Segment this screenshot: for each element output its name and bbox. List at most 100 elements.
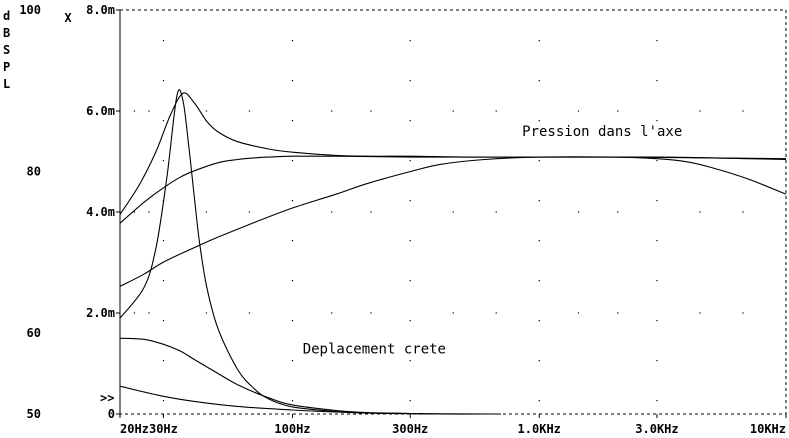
grid-dot [248,211,251,213]
grid-dot [148,211,150,213]
grid-dot [538,80,540,82]
x-tick-label: 10KHz [750,422,786,436]
x-tick-label: 30Hz [149,422,178,436]
left-y-tick-label: 60 [27,326,41,340]
grid-dot [577,312,580,314]
grid-dot [538,240,540,242]
x-tick-label: 1.0KHz [518,422,561,436]
x-tick-label: 3.0KHz [635,422,678,436]
grid-dot [699,211,701,213]
grid-dot [291,160,294,162]
grid-dot [409,360,411,362]
grid-dot [538,280,540,282]
grid-dot [538,320,540,322]
axis-ticks [116,9,787,418]
grid-dot [162,160,165,162]
grid-dot [495,312,497,314]
grid-dot [495,110,497,112]
grid-dot [205,312,208,314]
grid-dot [656,160,658,162]
x-tick-label: 300Hz [392,422,428,436]
grid-dot [331,110,333,112]
left-y-tick-label: 100 [19,3,41,17]
grid-dot [331,312,333,314]
grid-dot [656,400,658,402]
right-y-tick-label: 8.0m [86,3,115,17]
grid-dot [133,211,136,213]
left-y-axis-label-char: P [3,60,10,74]
grid-dot [699,110,701,112]
axis-labels: 20Hz 30Hz 100Hz 300Hz 1.0KHz 3.0KHz 10KHz 50 60 8… [3,3,786,436]
right-y-tick-label: 6.0m [86,104,115,118]
grid-dot [162,40,165,42]
grid-dot [409,320,411,322]
grid-dot [370,312,372,314]
grid-dot [291,240,294,242]
grid-dot [291,280,294,282]
grid-dot [162,120,165,122]
annotation-label: Pression dans l'axe [522,124,682,140]
grid-dot [248,110,251,112]
left-y-tick-label: 80 [27,165,41,179]
grid-dot [133,110,136,112]
right-y-tick-label: 2.0m [86,306,115,320]
grid-dot [617,110,619,112]
grid-dot [162,80,165,82]
grid-dot [538,120,540,122]
x-tick-label: 100Hz [274,422,310,436]
left-y-tick-label: 50 [27,407,41,421]
grid-dot [409,200,411,202]
grid-dot [331,211,333,213]
x-tick-label: 20Hz [120,422,149,436]
grid-dot [291,120,294,122]
grid-dot [162,400,165,402]
grid-dot [162,360,165,362]
grid-dot [291,360,294,362]
left-y-axis-label-char: L [3,77,10,91]
grid-dot [409,120,411,122]
grid-dots [133,40,744,402]
grid-dot [452,312,454,314]
grid-dot [291,80,294,82]
grid-dot [538,360,540,362]
grid-dot [291,320,294,322]
grid-dot [656,200,658,202]
grid-dot [742,110,744,112]
grid-dot [656,280,658,282]
grid-dot [409,240,411,242]
grid-dot [617,312,619,314]
annotations: Pression dans l'axe Deplacement crete [303,124,683,357]
grid-dot [656,40,658,42]
series-line-2 [119,155,787,224]
right-y-tick-label: 0 [108,407,115,421]
grid-dot [162,280,165,282]
grid-dot [577,211,580,213]
annotation-label: Deplacement crete [303,341,446,357]
grid-dot [205,110,208,112]
grid-dot [656,320,658,322]
left-y-axis-label-char: B [3,26,10,40]
series-line-4 [119,89,442,415]
grid-dot [742,312,744,314]
grid-dot [133,312,136,314]
series-line-6 [119,385,502,415]
grid-dot [699,312,701,314]
series-line-3 [119,156,787,287]
grid-dot [656,120,658,122]
grid-dot [577,110,580,112]
grid-dot [205,211,208,213]
grid-dot [742,211,744,213]
grid-dot [538,200,540,202]
grid-dot [148,312,150,314]
grid-dot [148,110,150,112]
grid-dot [538,400,540,402]
grid-dot [409,80,411,82]
grid-dot [291,40,294,42]
grid-dot [291,200,294,202]
grid-dot [538,40,540,42]
right-y-tick-label: 4.0m [86,205,115,219]
grid-dot [495,211,497,213]
grid-dot [656,240,658,242]
grid-dot [617,211,619,213]
